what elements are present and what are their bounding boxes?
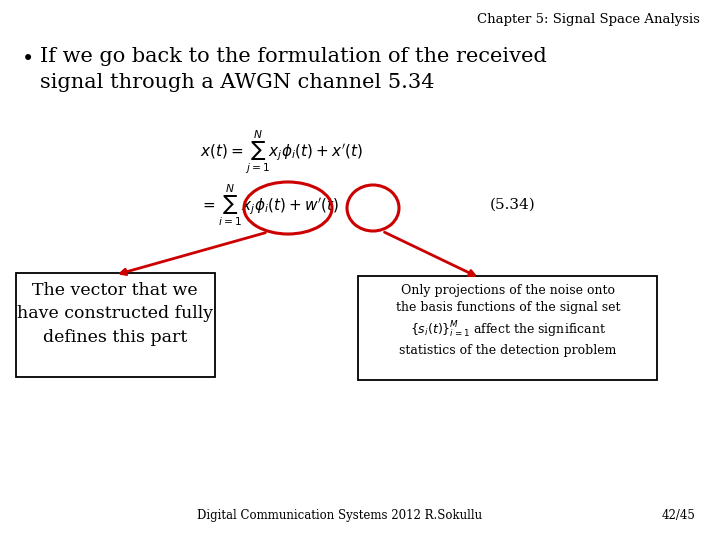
Text: $x(t) = \sum_{j=1}^{N} x_j\phi_i(t)+x'(t)$: $x(t) = \sum_{j=1}^{N} x_j\phi_i(t)+x'(t… [200,129,363,176]
FancyBboxPatch shape [16,273,215,377]
Text: Only projections of the noise onto
the basis functions of the signal set
$\{s_i(: Only projections of the noise onto the b… [396,284,620,357]
Text: The vector that we
have constructed fully
defines this part: The vector that we have constructed full… [17,282,213,346]
Text: Chapter 5: Signal Space Analysis: Chapter 5: Signal Space Analysis [477,13,700,26]
Text: (5.34): (5.34) [490,198,536,212]
Text: $= \sum_{i=1}^{N} x_j\phi_i(t)+w'(t)$: $= \sum_{i=1}^{N} x_j\phi_i(t)+w'(t)$ [200,182,339,228]
Text: 42/45: 42/45 [661,509,695,522]
Text: Digital Communication Systems 2012 R.Sokullu: Digital Communication Systems 2012 R.Sok… [197,509,482,522]
FancyBboxPatch shape [358,276,657,380]
Text: •: • [22,50,35,69]
Text: If we go back to the formulation of the received
signal through a AWGN channel 5: If we go back to the formulation of the … [40,47,546,92]
